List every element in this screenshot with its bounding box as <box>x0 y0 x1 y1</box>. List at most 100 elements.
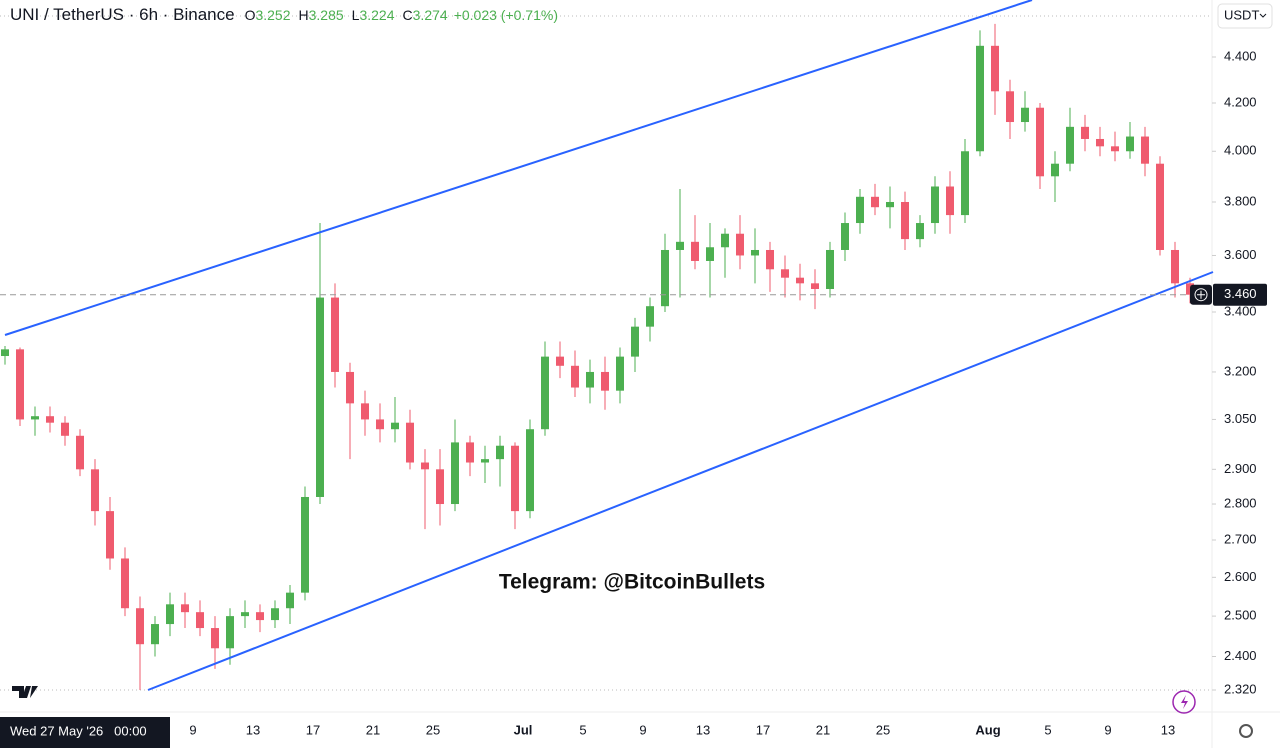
candle-body <box>286 592 294 609</box>
x-tick-label: Jul <box>514 722 533 737</box>
y-tick-label: 3.050 <box>1224 411 1257 426</box>
candle-body <box>901 201 909 240</box>
candle-body <box>211 628 219 649</box>
candle-body <box>1096 138 1104 147</box>
candle-body <box>781 269 789 278</box>
candle-body <box>181 604 189 613</box>
candle-body <box>1141 136 1149 164</box>
x-tick-label: 13 <box>246 722 260 737</box>
candle-body <box>226 616 234 649</box>
crosshair-label: Wed 27 May '26 00:00 <box>10 723 147 738</box>
candle-body <box>166 604 174 625</box>
candle-body <box>886 201 894 208</box>
y-tick-label: 2.320 <box>1224 681 1257 696</box>
legend-item: O <box>245 7 256 23</box>
candle-body <box>376 419 384 430</box>
lightning-icon[interactable] <box>1172 690 1196 714</box>
legend-item: C <box>403 7 413 23</box>
candle-body <box>991 45 999 92</box>
y-tick-label: 2.900 <box>1224 461 1257 476</box>
currency[interactable]: USDT <box>1224 7 1259 22</box>
x-tick-label: 17 <box>756 722 770 737</box>
lower-trendline[interactable] <box>147 271 1214 691</box>
tv-logo[interactable] <box>12 686 38 698</box>
candle-body <box>541 356 549 430</box>
y-tick-label: 2.600 <box>1224 569 1257 584</box>
legend: UNI / TetherUS · 6h · Binance O3.252 H3.28… <box>10 5 558 24</box>
candle-body <box>316 297 324 497</box>
upper-trendline[interactable] <box>4 0 1033 336</box>
candle-body <box>1126 136 1134 152</box>
candle-body <box>406 422 414 463</box>
candle-body <box>796 277 804 284</box>
candle-body <box>676 241 684 250</box>
candle-body <box>46 416 54 423</box>
candle-body <box>751 249 759 256</box>
legend-item: 3.285 <box>309 7 344 23</box>
plus-circle <box>1194 288 1208 302</box>
x-tick-label: 5 <box>1044 722 1051 737</box>
y-tick-label: 4.200 <box>1224 94 1257 109</box>
candle-body <box>931 186 939 224</box>
candle-body <box>196 612 204 629</box>
x-tick-label: 21 <box>366 722 380 737</box>
settings-icon[interactable] <box>1239 724 1253 738</box>
currency-dropdown[interactable] <box>1217 3 1273 29</box>
candle-body <box>556 356 564 366</box>
candle-body <box>346 371 354 404</box>
candle-body <box>766 249 774 270</box>
candle-body <box>421 462 429 470</box>
candle-body <box>1051 163 1059 177</box>
lightning-bolt <box>1181 695 1188 709</box>
candle-body <box>916 223 924 240</box>
candle-body <box>391 422 399 430</box>
candle-body <box>1036 107 1044 177</box>
candle-body <box>106 511 114 559</box>
candle-body <box>121 558 129 609</box>
x-tick-label: 13 <box>696 722 710 737</box>
candle-body <box>361 403 369 420</box>
candle-body <box>1111 146 1119 152</box>
candle-body <box>841 223 849 250</box>
candle-body <box>601 371 609 391</box>
candle-body <box>481 459 489 463</box>
candle-body <box>451 442 459 505</box>
y-tick-label: 3.400 <box>1224 303 1257 318</box>
x-tick-label: 25 <box>426 722 440 737</box>
dropdown-arrow <box>1259 13 1267 18</box>
x-tick-label: 9 <box>189 722 196 737</box>
y-tick-label: 3.200 <box>1224 363 1257 378</box>
y-tick-label: 3.800 <box>1224 193 1257 208</box>
candle-body <box>1021 107 1029 123</box>
candle-body <box>256 612 264 621</box>
crosshair-label-box <box>0 717 170 748</box>
y-tick-label: 4.400 <box>1224 48 1257 63</box>
candle-body <box>571 365 579 388</box>
x-tick-label: 9 <box>1104 722 1111 737</box>
legend-item: 3.274 <box>413 7 448 23</box>
x-tick-label: 13 <box>1161 722 1175 737</box>
x-tick-label: 25 <box>876 722 890 737</box>
legend-item: H <box>299 7 309 23</box>
candle-body <box>1066 126 1074 164</box>
candle-body <box>331 297 339 372</box>
candle-body <box>811 283 819 289</box>
candle-body <box>871 196 879 208</box>
candle-body <box>661 249 669 307</box>
x-tick-label: 21 <box>816 722 830 737</box>
candle-body <box>1081 126 1089 139</box>
candle-body <box>76 435 84 470</box>
candle-body <box>16 349 24 420</box>
candle-body <box>736 233 744 256</box>
y-tick-label: 2.400 <box>1224 648 1257 663</box>
candle-body <box>826 249 834 289</box>
y-tick-label: 2.500 <box>1224 608 1257 623</box>
candle-body <box>691 241 699 261</box>
candle-body <box>466 442 474 463</box>
legend-item: 3.252 <box>255 7 290 23</box>
candle-body <box>91 469 99 512</box>
candle-body <box>856 196 864 224</box>
candle-body <box>61 422 69 436</box>
y-tick-label: 2.800 <box>1224 495 1257 510</box>
